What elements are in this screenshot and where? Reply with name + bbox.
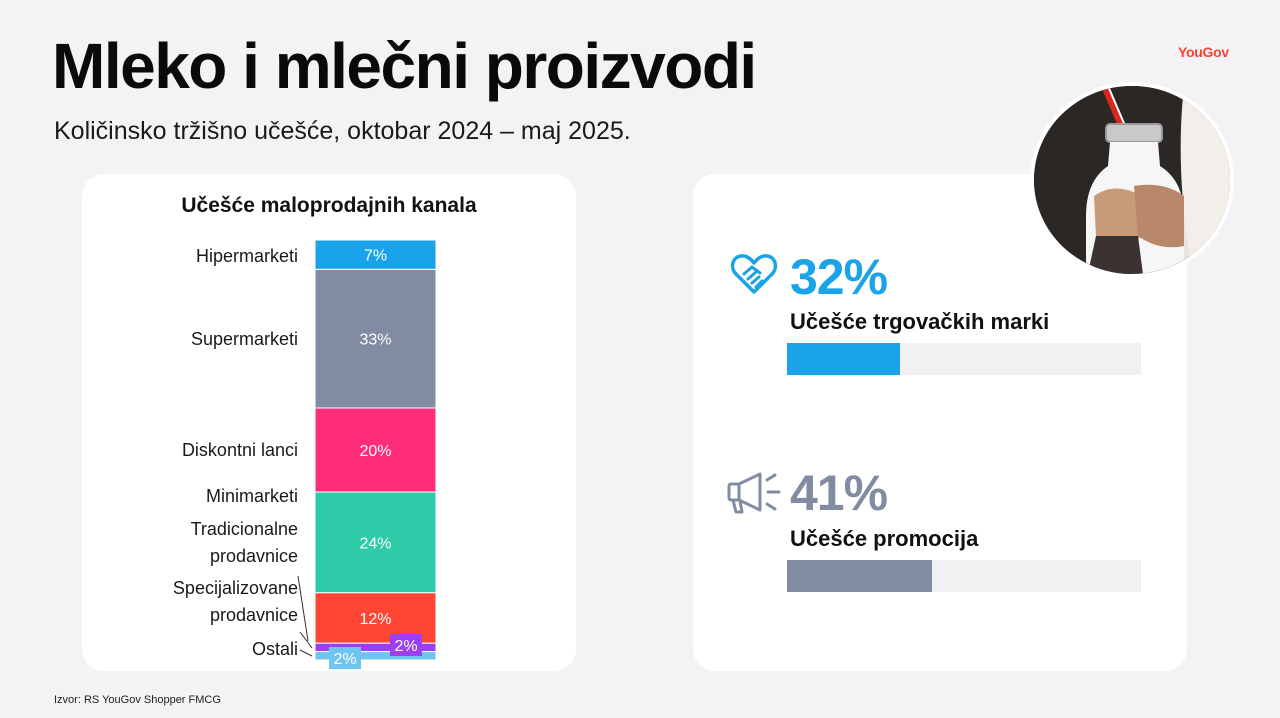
stacked-bar-chart: 7%33%20%24%12%2%2%HipermarketiSupermarke… <box>173 239 437 669</box>
private-label-share-label: Učešće trgovačkih marki <box>790 309 1050 334</box>
private-label-share-bar <box>787 343 1141 375</box>
promotion-share-bar-fill <box>787 560 933 592</box>
leader-line-specijalizovane <box>299 631 313 649</box>
promotion-share-bar <box>787 560 1141 592</box>
source-note: Izvor: RS YouGov Shopper FMCG <box>54 694 221 706</box>
megaphone-icon <box>727 472 781 514</box>
page-subtitle: Količinsko tržišno učešće, oktobar 2024 … <box>54 117 631 145</box>
private-label-share-bar-fill <box>787 343 901 375</box>
bar-value-label-3: 24% <box>359 535 391 552</box>
yougov-logo: YouGov <box>1178 44 1229 60</box>
bar-value-label-1: 33% <box>359 332 391 349</box>
bar-value-label-6: 2% <box>333 651 356 668</box>
private-label-share-value: 32% <box>790 249 888 305</box>
bar-value-badge-5 <box>390 634 422 656</box>
category-label-5-line-1: prodavnice <box>210 605 298 625</box>
category-label-1: Supermarketi <box>191 329 298 349</box>
bar-segment-3 <box>314 491 437 594</box>
bar-value-label-0: 7% <box>364 248 387 265</box>
bar-value-label-4: 12% <box>359 611 391 628</box>
bar-value-label-5: 2% <box>394 638 417 655</box>
milk-bottle-photo <box>1030 82 1234 278</box>
leader-line-tradicionalne <box>297 575 309 642</box>
category-label-5-line-0: Specijalizovane <box>173 578 298 598</box>
bar-value-label-2: 20% <box>359 443 391 460</box>
leader-line-ostali <box>299 649 313 657</box>
category-label-6: Ostali <box>252 639 298 659</box>
category-label-2: Diskontni lanci <box>182 440 298 460</box>
category-label-3: Minimarketi <box>206 486 298 506</box>
channel-share-card: Učešće maloprodajnih kanala 7% 33% 20% 24% 1… <box>82 174 576 671</box>
bar-segment-2 <box>314 407 437 493</box>
heart-handshake-icon <box>730 254 778 294</box>
category-label-0: Hipermarketi <box>196 246 298 266</box>
category-label-4-line-0: Tradicionalne <box>191 519 298 539</box>
bar-segment-0 <box>314 239 437 270</box>
promotion-share-value: 41% <box>790 465 888 521</box>
bar-value-badge-6 <box>329 647 361 669</box>
milk-bottle-illustration <box>1034 86 1230 274</box>
bar-segment-6 <box>314 651 437 661</box>
promotion-share-label: Učešće promocija <box>790 526 979 551</box>
category-label-4-line-1: prodavnice <box>210 546 298 566</box>
chart-title: Učešće maloprodajnih kanala <box>181 194 477 217</box>
page-title: Mleko i mlečni proizvodi <box>52 30 757 102</box>
